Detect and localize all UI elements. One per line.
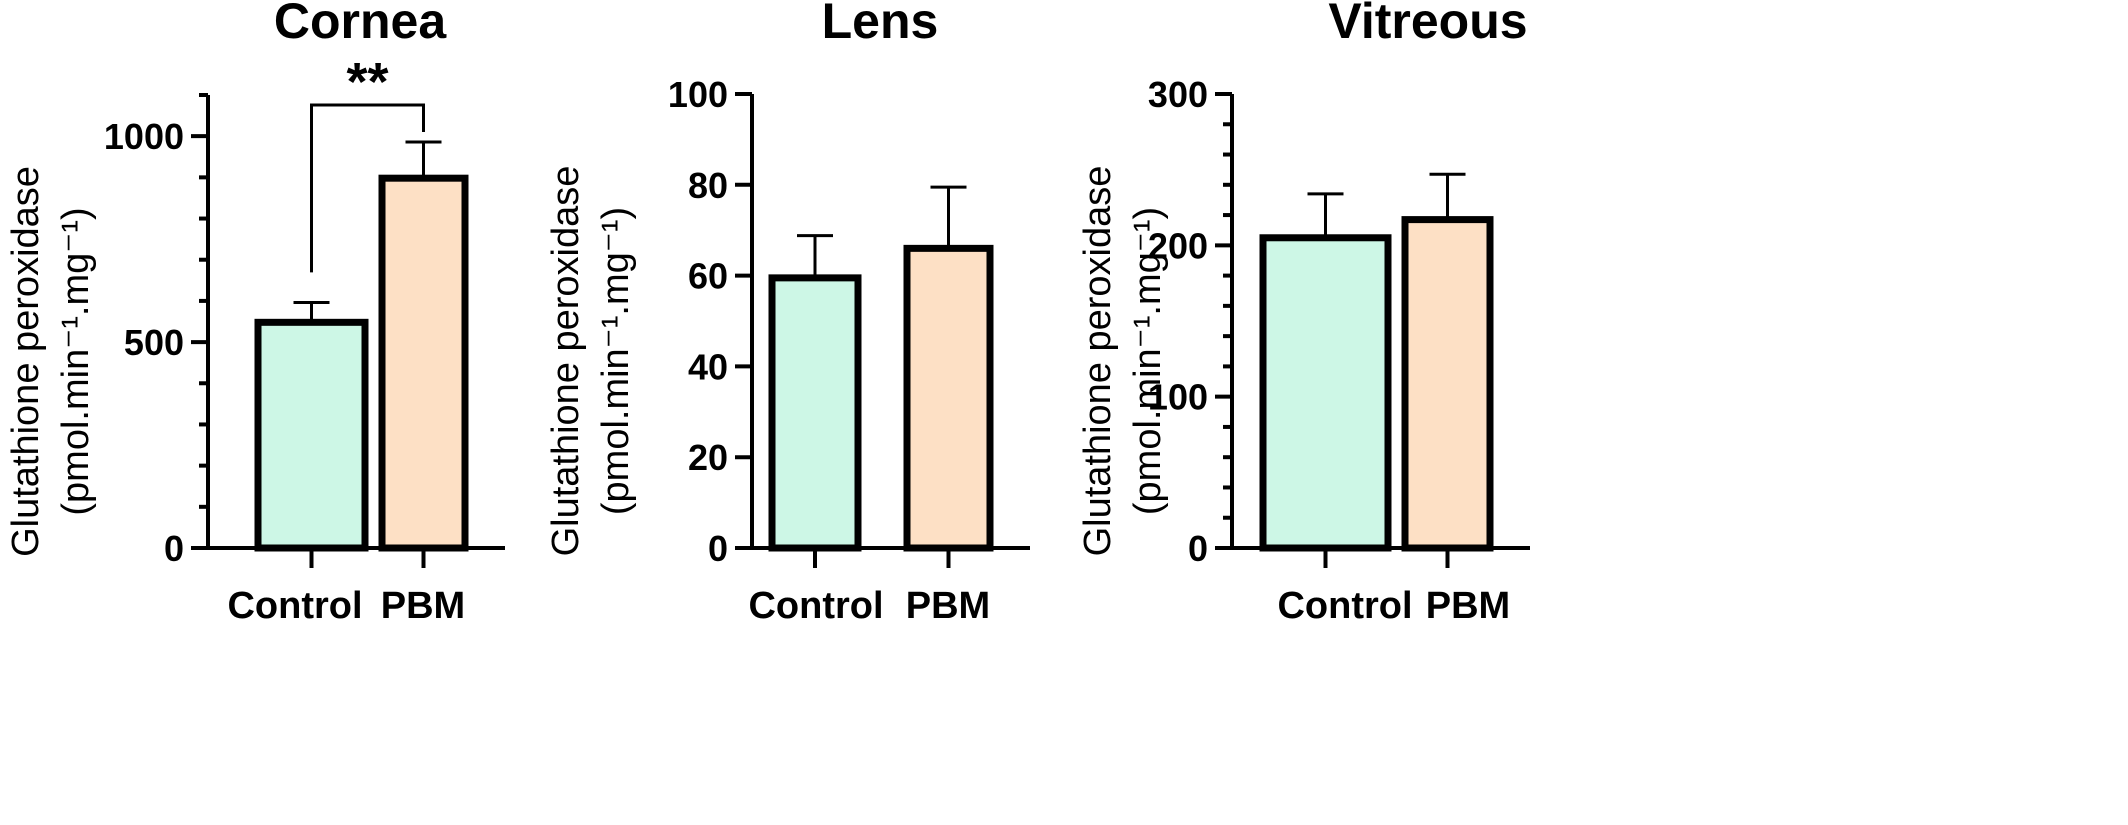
- chart-title: Vitreous: [1328, 0, 1527, 49]
- y-axis-label: Glutathione peroxidase: [1077, 166, 1119, 557]
- bar-control: [254, 318, 369, 552]
- panel-vitreous: Vitreous Glutathione peroxidase (pmol.min⁻…: [1077, 0, 1530, 627]
- bar-control: [768, 274, 862, 552]
- significance-label: **: [346, 52, 388, 112]
- y-tick-label: 200: [1148, 225, 1208, 266]
- x-category-label: PBM: [381, 585, 465, 627]
- significance-bracket: [310, 103, 425, 273]
- panel-lens: Lens Glutathione peroxidase (pmol.min⁻¹.mg…: [545, 0, 1030, 627]
- x-category-label: PBM: [906, 585, 990, 627]
- bar-pbm: [378, 174, 469, 552]
- y-tick-label: 20: [688, 437, 728, 478]
- y-tick-label: 0: [708, 528, 728, 569]
- bar-pbm: [1401, 216, 1494, 552]
- y-axis-unit-label: (pmol.min⁻¹.mg⁻¹): [1127, 207, 1169, 515]
- y-tick-label: 60: [688, 256, 728, 297]
- y-tick-label: 1000: [104, 116, 184, 157]
- x-category-label: Control: [748, 585, 883, 627]
- x-category-label: PBM: [1426, 585, 1510, 627]
- y-axis-unit-label: (pmol.min⁻¹.mg⁻¹): [595, 207, 637, 515]
- y-axis-label: Glutathione peroxidase: [545, 166, 587, 557]
- bar-pbm: [903, 244, 994, 552]
- y-tick-label: 100: [668, 74, 728, 115]
- x-category-label: Control: [227, 585, 362, 627]
- x-category-label: Control: [1277, 585, 1412, 627]
- y-axis-label: Glutathione peroxidase: [5, 166, 47, 557]
- y-tick-label: 40: [688, 346, 728, 387]
- bar-control: [1259, 234, 1392, 552]
- y-tick-label: 100: [1148, 377, 1208, 418]
- y-tick-label: 0: [164, 528, 184, 569]
- y-tick-label: 500: [124, 322, 184, 363]
- chart-title: Lens: [822, 0, 939, 49]
- chart-title: Cornea: [274, 0, 447, 49]
- y-tick-label: 0: [1188, 528, 1208, 569]
- panel-cornea: Cornea Glutathione peroxidase (pmol.min⁻¹.…: [5, 0, 505, 627]
- y-tick-label: 80: [688, 165, 728, 206]
- y-tick-label: 300: [1148, 74, 1208, 115]
- y-axis-unit-label: (pmol.min⁻¹.mg⁻¹): [55, 207, 97, 515]
